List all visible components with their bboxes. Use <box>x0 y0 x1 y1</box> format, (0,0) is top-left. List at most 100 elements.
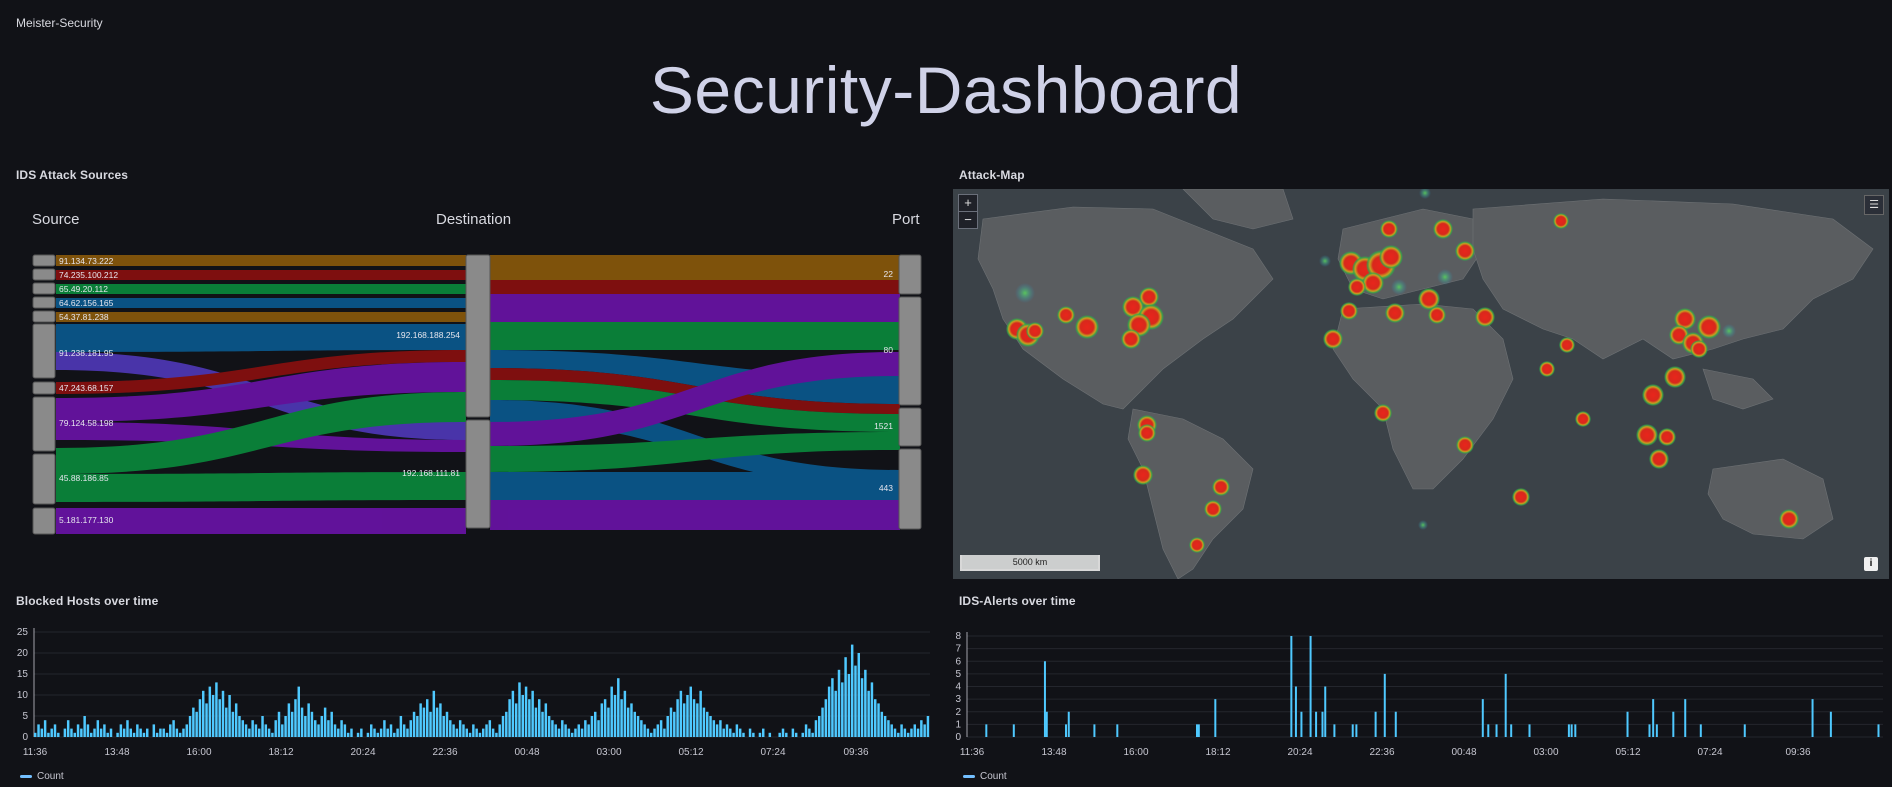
bar[interactable] <box>261 716 264 737</box>
bar[interactable] <box>373 728 376 737</box>
bar[interactable] <box>538 699 541 737</box>
sankey-node-source[interactable] <box>32 323 56 379</box>
bar[interactable] <box>1315 711 1318 737</box>
bar[interactable] <box>225 707 228 737</box>
bar[interactable] <box>297 686 300 737</box>
bar[interactable] <box>198 699 202 737</box>
bar[interactable] <box>86 724 90 737</box>
bar[interactable] <box>636 716 640 737</box>
sankey-link[interactable] <box>490 280 900 294</box>
bar[interactable] <box>106 732 109 737</box>
bar[interactable] <box>794 732 798 737</box>
bar[interactable] <box>376 732 380 737</box>
org-title[interactable]: Meister-Security <box>16 16 103 30</box>
bar[interactable] <box>136 724 139 737</box>
bar[interactable] <box>847 674 851 737</box>
sankey-link[interactable] <box>56 284 466 294</box>
bar[interactable] <box>893 728 897 737</box>
bar[interactable] <box>416 716 419 737</box>
bar[interactable] <box>34 732 37 737</box>
bar[interactable] <box>732 732 735 737</box>
bar[interactable] <box>1570 724 1573 737</box>
bar[interactable] <box>897 732 900 737</box>
bar[interactable] <box>551 720 554 737</box>
bar[interactable] <box>1294 686 1297 738</box>
panel-title-sankey[interactable]: IDS Attack Sources <box>16 168 129 182</box>
bar[interactable] <box>1290 636 1293 737</box>
bar[interactable] <box>462 724 465 737</box>
bar[interactable] <box>1043 661 1046 737</box>
bar[interactable] <box>323 707 327 737</box>
bar[interactable] <box>1374 711 1377 737</box>
bar[interactable] <box>254 724 258 737</box>
bar[interactable] <box>692 699 696 737</box>
bar[interactable] <box>356 732 360 737</box>
blocked-legend[interactable]: Count <box>20 771 64 782</box>
bar[interactable] <box>452 724 455 737</box>
bar[interactable] <box>472 724 475 737</box>
bar[interactable] <box>762 728 765 737</box>
bar[interactable] <box>712 720 716 737</box>
bar[interactable] <box>126 720 129 737</box>
bar[interactable] <box>50 728 53 737</box>
bar[interactable] <box>864 669 867 737</box>
bar[interactable] <box>617 678 620 737</box>
bar[interactable] <box>343 724 347 737</box>
bar[interactable] <box>429 711 432 737</box>
bar[interactable] <box>811 732 814 737</box>
bar[interactable] <box>528 699 531 737</box>
bar[interactable] <box>910 728 913 737</box>
bar[interactable] <box>620 699 623 737</box>
bar[interactable] <box>284 716 287 737</box>
bar[interactable] <box>870 682 874 737</box>
bar[interactable] <box>432 690 436 737</box>
bar[interactable] <box>1324 686 1327 738</box>
sankey-link[interactable] <box>56 298 466 308</box>
bar[interactable] <box>837 669 841 737</box>
bar[interactable] <box>379 728 383 737</box>
bar[interactable] <box>827 686 831 737</box>
bar[interactable] <box>1093 724 1096 737</box>
bar[interactable] <box>53 724 57 737</box>
bar[interactable] <box>103 724 106 737</box>
bar[interactable] <box>531 690 534 737</box>
bar[interactable] <box>505 711 508 737</box>
bar[interactable] <box>132 732 136 737</box>
bar[interactable] <box>43 720 47 737</box>
bar[interactable] <box>709 716 712 737</box>
bar[interactable] <box>478 732 482 737</box>
bar[interactable] <box>449 720 452 737</box>
bar[interactable] <box>577 724 580 737</box>
bar[interactable] <box>850 644 854 737</box>
bar[interactable] <box>913 724 916 737</box>
sankey-link[interactable] <box>490 472 900 500</box>
bar[interactable] <box>1567 724 1570 737</box>
sankey-link[interactable] <box>490 352 900 446</box>
bar[interactable] <box>1684 699 1687 737</box>
bar[interactable] <box>139 728 142 737</box>
bar[interactable] <box>633 711 636 737</box>
bar[interactable] <box>192 707 195 737</box>
bar[interactable] <box>393 732 396 737</box>
bar[interactable] <box>119 724 123 737</box>
sankey-link[interactable] <box>56 472 466 502</box>
bar[interactable] <box>666 716 669 737</box>
zoom-in-button[interactable]: + <box>958 194 978 212</box>
bar[interactable] <box>142 732 146 737</box>
sankey-link[interactable] <box>56 255 466 266</box>
bar[interactable] <box>330 711 333 737</box>
bar[interactable] <box>818 716 821 737</box>
bar[interactable] <box>383 720 386 737</box>
sankey-link[interactable] <box>56 362 466 422</box>
bar[interactable] <box>485 724 488 737</box>
map-info-button[interactable]: i <box>1864 557 1878 571</box>
bar[interactable] <box>554 724 557 737</box>
bar[interactable] <box>386 728 389 737</box>
bar[interactable] <box>725 724 729 737</box>
ids-alerts-chart[interactable]: 0 12 34 5 67 8 11:36 13:48 16:00 18:12 20:24 22:36… <box>943 620 1889 760</box>
bar[interactable] <box>561 720 564 737</box>
bar[interactable] <box>883 716 887 737</box>
bar[interactable] <box>109 728 113 737</box>
bar[interactable] <box>673 711 676 737</box>
panel-title-blocked[interactable]: Blocked Hosts over time <box>16 594 159 608</box>
